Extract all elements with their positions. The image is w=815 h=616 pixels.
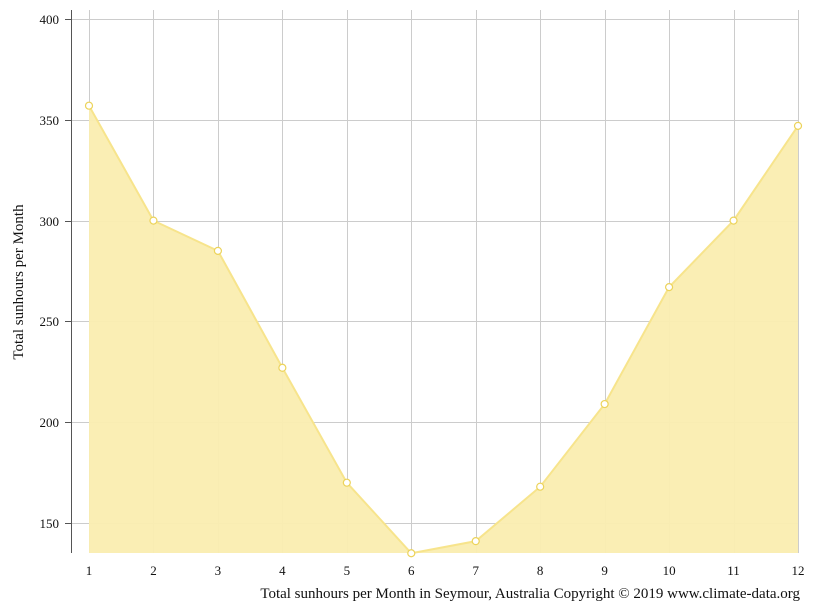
area-layer: [88, 105, 799, 555]
data-point[interactable]: [600, 399, 609, 409]
marker-layer: [84, 101, 803, 558]
y-tick-label: 200: [40, 415, 60, 430]
x-tick-label: 4: [279, 563, 286, 578]
x-tick-label: 2: [150, 563, 157, 578]
x-tick-label: 3: [215, 563, 222, 578]
x-tick-label: 8: [537, 563, 544, 578]
axis-layer: [65, 10, 72, 553]
series-line: [88, 105, 799, 555]
x-tick-label: 12: [792, 563, 805, 578]
data-point[interactable]: [213, 246, 223, 255]
data-point[interactable]: [729, 216, 738, 225]
x-axis-title: Total sunhours per Month in Seymour, Aus…: [260, 586, 800, 602]
data-point[interactable]: [342, 478, 351, 487]
data-point[interactable]: [471, 537, 480, 546]
x-tick-label: 1: [86, 563, 93, 578]
x-tick-label: 9: [601, 563, 608, 578]
x-tick-label: 10: [663, 563, 676, 578]
data-point[interactable]: [793, 121, 803, 130]
x-tick-label: 5: [344, 563, 351, 578]
data-point[interactable]: [278, 363, 287, 372]
data-point[interactable]: [84, 101, 94, 110]
y-tick-label: 350: [40, 113, 60, 128]
y-tick-label: 250: [40, 314, 60, 329]
y-tick-label: 400: [40, 12, 60, 27]
data-point[interactable]: [536, 482, 545, 491]
series-area: [89, 105, 798, 554]
y-tick-label: 150: [40, 516, 60, 531]
y-axis-title: Total sunhours per Month: [11, 204, 27, 360]
data-point[interactable]: [149, 216, 158, 225]
x-tick-label: 11: [727, 563, 740, 578]
y-tick-label: 300: [40, 214, 60, 229]
x-tick-label: 7: [472, 563, 479, 578]
x-tick-label: 6: [408, 563, 415, 578]
data-point[interactable]: [664, 283, 674, 292]
data-point[interactable]: [407, 549, 416, 558]
